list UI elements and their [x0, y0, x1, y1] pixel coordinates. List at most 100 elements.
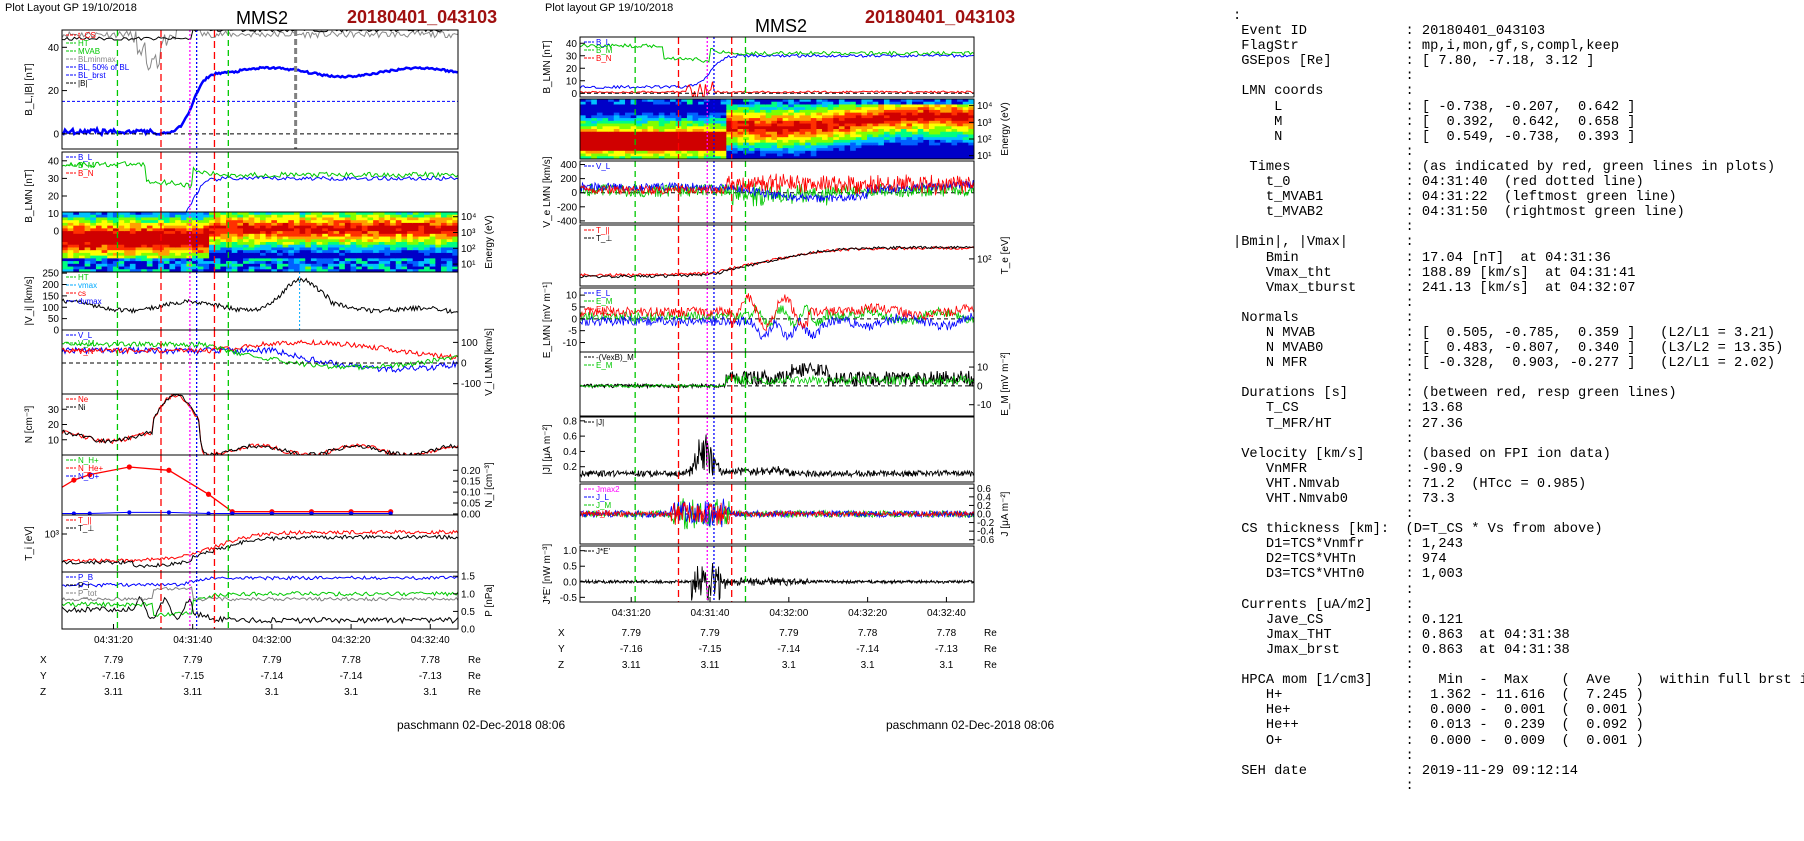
spectrogram-cell [709, 120, 716, 125]
spectrogram-cell [585, 137, 592, 141]
spectrogram-cell [608, 137, 615, 141]
y-tick-label: 0.20 [461, 466, 481, 477]
spectrogram-cell [378, 261, 386, 265]
spectrogram-cell [681, 131, 688, 136]
spectrogram-cell [715, 150, 722, 155]
spectrogram-cell [720, 145, 727, 149]
spectrogram-cell [299, 212, 306, 216]
spectrogram-cell [322, 242, 329, 246]
spectrogram-cell [441, 266, 448, 270]
spectrogram-cell [698, 137, 705, 141]
spectrogram-cell [754, 112, 761, 116]
spectrogram-cell [715, 118, 722, 122]
spectrogram-cell [401, 255, 408, 259]
spectrogram-cell [602, 139, 609, 144]
spectrogram-cell [378, 239, 386, 243]
spectrogram-cell [608, 148, 615, 152]
spectrogram-cell [84, 236, 91, 240]
spectrogram-cell [214, 242, 221, 246]
spectrogram-cell [664, 145, 671, 149]
spectrogram-cell [850, 104, 857, 108]
spectrogram-cell [754, 153, 761, 157]
spectrogram-cell [78, 233, 86, 238]
spectrogram-cell [424, 269, 431, 272]
spectrogram-cell [906, 129, 913, 133]
spectrogram-cell [951, 156, 958, 159]
spectrogram-cell [613, 131, 620, 136]
spectrogram-cell [957, 131, 964, 136]
spectrogram-cell [613, 137, 620, 141]
ephem-unit: Re [468, 687, 481, 698]
spectrogram-cell [883, 153, 891, 157]
spectrogram-cell [282, 263, 289, 268]
spectrogram-cell [67, 217, 74, 221]
spectrogram-cell [872, 131, 879, 136]
spectrogram-cell [664, 150, 671, 155]
spectrogram-cell [737, 137, 744, 141]
spectrogram-cell [135, 263, 142, 268]
spectrogram-cell [356, 214, 363, 219]
spectrogram-cell [197, 252, 205, 257]
spectrogram-cell [316, 231, 323, 235]
spectrogram-cell [78, 247, 86, 251]
spectrogram-cell [112, 263, 120, 268]
spectrogram-cell [850, 107, 857, 111]
spectrogram-cell [934, 107, 941, 111]
spectrogram-cell [771, 99, 778, 103]
spectrogram-cell [180, 220, 188, 224]
spectrogram-cell [118, 255, 125, 259]
spectrogram-cell [743, 115, 750, 119]
spectrogram-cell [686, 150, 694, 155]
series-EN [580, 293, 974, 331]
spectrogram-cell [867, 104, 874, 108]
spectrogram-cell [715, 126, 722, 130]
spectrogram-cell [934, 134, 941, 138]
spectrogram-cell [95, 214, 103, 219]
spectrogram-cell [844, 139, 851, 144]
info-line: T_CS : 13.68 [1233, 401, 1463, 417]
spectrogram-cell [861, 142, 868, 146]
spectrogram-cell [152, 228, 159, 232]
spectrogram-cell [670, 118, 677, 122]
spectrogram-cell [141, 266, 148, 270]
spectrogram-cell [681, 150, 688, 155]
spectrogram-cell [265, 269, 272, 272]
spectrogram-cell [681, 112, 688, 116]
spectrogram-cell [390, 212, 397, 216]
spectrogram-cell [928, 129, 936, 133]
spectrogram-cell [771, 115, 778, 119]
spectrogram-cell [619, 137, 626, 141]
spectrogram-cell [743, 131, 750, 136]
spectrogram-cell [265, 228, 272, 232]
spectrogram-cell [822, 145, 829, 149]
spectrogram-cell [180, 252, 188, 257]
spectrogram-cell [180, 222, 188, 227]
spectrogram-cell [900, 131, 908, 136]
spectrogram-cell [367, 263, 374, 268]
spectrogram-cell [754, 120, 761, 125]
spectrogram-cell [118, 217, 125, 221]
spectrogram-cell [101, 252, 108, 257]
spectrogram-cell [310, 250, 318, 254]
spectrogram-cell [636, 137, 643, 141]
spectrogram-cell [715, 145, 722, 149]
spectrogram-cell [186, 228, 193, 232]
spectrogram-cell [872, 150, 879, 155]
spectrogram-cell [373, 263, 380, 268]
spectrogram-cell [327, 217, 335, 221]
spectrogram-cell [95, 263, 103, 268]
spectrogram-cell [175, 250, 182, 254]
spectrogram-cell [923, 139, 930, 144]
spectrogram-cell [698, 131, 705, 136]
spectrogram-cell [441, 242, 448, 246]
spectrogram-cell [344, 244, 352, 249]
spectrogram-cell [197, 231, 205, 235]
spectrogram-cell [962, 134, 969, 138]
spectrogram-cell [602, 131, 609, 136]
spectrogram-cell [709, 115, 716, 119]
spectrogram-cell [214, 258, 221, 262]
spectrogram-cell [310, 266, 318, 270]
spectrogram-cell [441, 212, 448, 216]
spectrogram-cell [912, 112, 919, 116]
